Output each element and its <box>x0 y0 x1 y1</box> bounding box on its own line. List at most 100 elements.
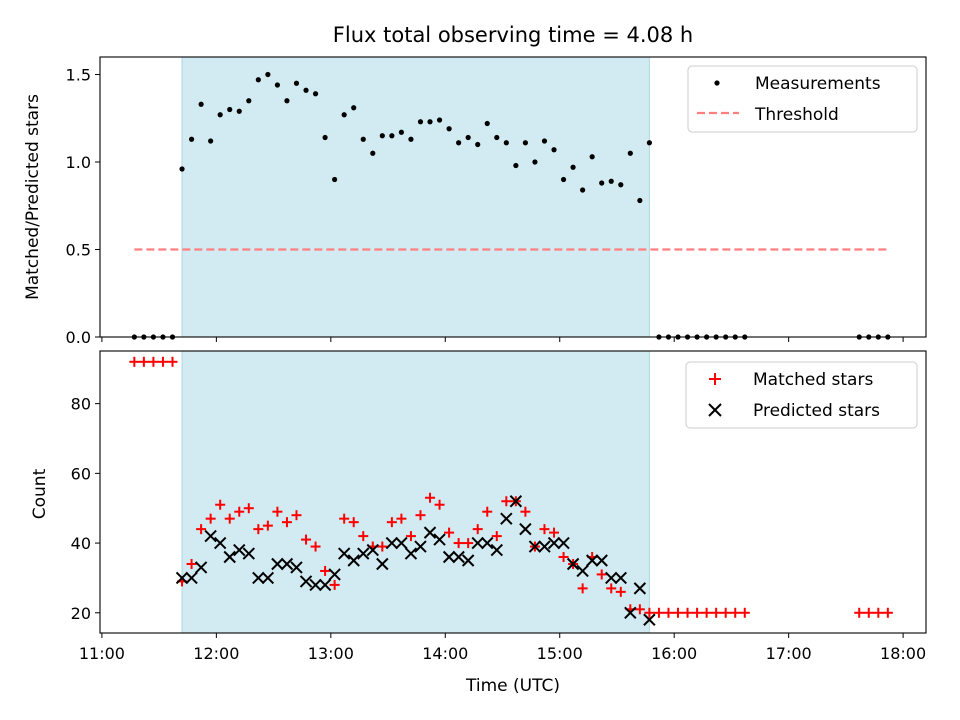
measurement-point <box>532 159 538 165</box>
count-legend: Matched stars Predicted stars <box>685 361 918 429</box>
measurement-point <box>646 140 652 146</box>
predicted-star-marker <box>595 554 608 567</box>
x-tick-label: 12:00 <box>193 644 239 663</box>
predicted-star-marker <box>614 571 627 585</box>
predicted-star-marker <box>223 550 236 564</box>
measurement-point <box>246 98 252 104</box>
predicted-star-marker <box>233 543 246 557</box>
matched-star-marker <box>730 607 741 618</box>
measurement-point <box>360 136 366 142</box>
measurement-point <box>618 182 624 188</box>
matched-star-marker <box>558 552 569 563</box>
count-y-tick-label: 40 <box>71 534 91 553</box>
predicted-star-marker <box>481 536 494 550</box>
count-observing-window <box>181 350 650 634</box>
matched-star-marker <box>673 607 684 618</box>
x-axis-label: Time (UTC) <box>465 676 560 696</box>
ratio-y-axis-label: Matched/Predicted stars <box>23 94 43 300</box>
predicted-star-marker <box>528 540 542 553</box>
predicted-star-marker <box>442 550 456 564</box>
predicted-star-marker <box>318 578 332 592</box>
predicted-star-marker <box>366 543 379 557</box>
matched-star-marker <box>682 607 693 618</box>
ratio-frame <box>99 56 927 338</box>
predicted-star-marker <box>566 557 580 571</box>
matched-star-marker <box>453 538 464 549</box>
measurement-point <box>522 140 528 146</box>
predicted-star-marker <box>328 568 341 581</box>
matched-star-marker <box>262 520 273 531</box>
ratio-y-tick-label: 0.5 <box>66 241 91 260</box>
predicted-star-marker <box>347 554 360 567</box>
matched-star-marker <box>281 517 292 528</box>
matched-star-marker <box>167 356 178 367</box>
measurement-point <box>427 119 433 125</box>
matched-star-marker <box>854 607 865 618</box>
matched-star-marker <box>224 513 235 524</box>
measurement-point <box>417 119 424 125</box>
predicted-star-marker <box>547 536 561 550</box>
matched-star-marker <box>301 534 312 545</box>
matched-star-marker <box>129 356 140 367</box>
measurement-point <box>341 112 347 118</box>
ratio-observing-window <box>181 56 650 338</box>
measurement-point <box>541 138 548 144</box>
matched-star-marker <box>663 607 674 618</box>
predicted-star-marker <box>414 540 427 553</box>
predicted-star-marker <box>261 571 275 585</box>
measurement-point <box>608 178 614 184</box>
predicted-star-marker <box>433 533 446 546</box>
matched-star-marker <box>539 524 550 535</box>
measurement-point <box>284 98 290 104</box>
predicted-star-marker <box>376 557 389 571</box>
ratio-panel: 0.0 0.5 1.0 1.5 Matched/Predicted stars Mea… <box>23 56 927 347</box>
legend-predicted-label: Predicted stars <box>753 401 880 421</box>
measurement-point <box>494 134 500 141</box>
measurement-point <box>255 77 261 83</box>
measurement-point <box>408 136 414 142</box>
measurement-point <box>265 71 271 78</box>
measurement-point <box>446 126 452 132</box>
matched-star-marker <box>634 604 645 615</box>
measurement-point <box>599 180 605 186</box>
matched-star-marker <box>882 607 893 618</box>
measurement-point <box>560 176 567 183</box>
predicted-star-marker <box>509 495 523 508</box>
measurement-point <box>475 141 481 148</box>
measurement-point <box>303 87 309 93</box>
measurement-point <box>580 187 586 193</box>
predicted-star-marker <box>185 571 198 585</box>
matched-star-marker <box>310 541 321 552</box>
predicted-star-marker <box>576 564 589 578</box>
measurement-point <box>198 101 204 107</box>
matched-star-marker <box>444 527 455 538</box>
matched-star-marker <box>386 517 397 528</box>
predicted-star-marker <box>643 613 656 626</box>
matched-star-marker <box>234 506 245 517</box>
measurement-point <box>484 120 490 127</box>
predicted-star-marker <box>290 561 303 574</box>
matched-star-marker <box>720 607 731 618</box>
predicted-star-marker <box>213 536 227 550</box>
x-tick-label: 13:00 <box>308 644 354 663</box>
count-legend-box <box>685 361 918 429</box>
count-y-tick-label: 60 <box>71 464 91 483</box>
matched-star-marker <box>434 499 445 510</box>
matched-star-marker <box>405 531 416 542</box>
measurement-point <box>589 154 595 160</box>
x-tick-label: 11:00 <box>79 644 125 663</box>
matched-star-marker <box>701 607 712 618</box>
measurement-point <box>503 140 509 146</box>
predicted-star-marker <box>271 557 284 571</box>
matched-star-marker <box>253 524 264 535</box>
ratio-legend-box <box>687 65 918 133</box>
count-y-tick-label: 80 <box>71 395 91 414</box>
measurement-point <box>570 164 576 170</box>
x-tick-label: 15:00 <box>537 644 583 663</box>
predicted-star-marker <box>242 547 256 560</box>
matched-star-marker <box>148 356 159 367</box>
ratio-y-tick-label: 1.0 <box>66 153 91 172</box>
measurement-point <box>227 106 233 113</box>
predicted-star-marker <box>252 571 265 585</box>
